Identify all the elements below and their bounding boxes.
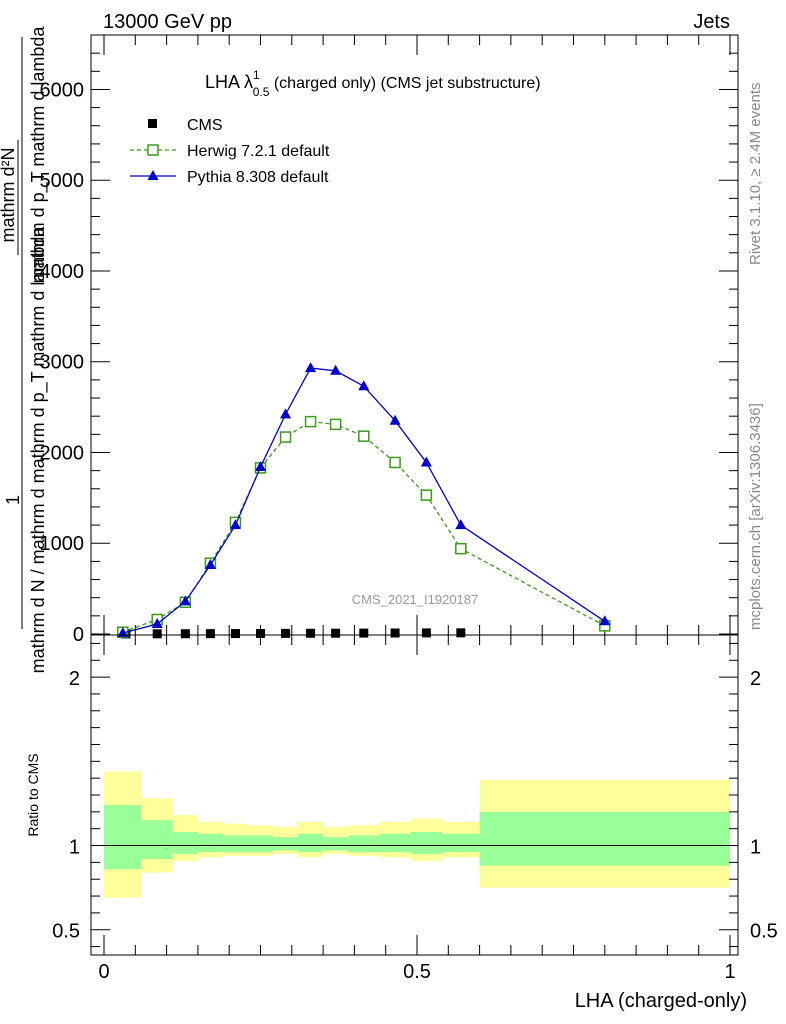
plot-title-rest: (charged only) (CMS jet substructure) bbox=[269, 75, 540, 92]
plot-title-main: LHA λ bbox=[205, 72, 253, 92]
cms-data-point bbox=[256, 628, 265, 638]
pythia-point bbox=[389, 414, 401, 425]
mcplots-label: mcplots.cern.ch [arXiv:1306.3436] bbox=[747, 403, 764, 630]
legend: CMS Herwig 7.2.1 default Pythia 8.308 de… bbox=[130, 117, 330, 186]
main-y-tick-label: 2000 bbox=[40, 442, 85, 464]
cms-data-point bbox=[456, 628, 466, 638]
pythia-point bbox=[151, 618, 163, 629]
ratio-inner-band bbox=[141, 820, 173, 859]
legend-pythia-label: Pythia 8.308 default bbox=[187, 169, 329, 186]
ratio-y-tick-label-right: 2 bbox=[750, 668, 761, 690]
pythia-point bbox=[358, 380, 370, 391]
pythia-point bbox=[455, 519, 467, 530]
cms-data-point bbox=[281, 628, 291, 638]
cms-data-point bbox=[359, 628, 369, 638]
ratio-inner-band bbox=[222, 835, 248, 853]
main-y-axis-label: 1 mathrm d²N mathrm d p_T mathrm d lambd… bbox=[0, 26, 49, 674]
main-y-tick-label: 5000 bbox=[40, 170, 85, 192]
cms-data-point bbox=[180, 629, 190, 639]
rivet-label: Rivet 3.1.10, ≥ 2.4M events bbox=[747, 83, 764, 266]
pythia-point bbox=[599, 615, 611, 626]
ratio-plot-panel: 0.5 0.51 12 2 0 0.5 1 Ratio to CMS LHA (charg… bbox=[25, 634, 778, 1012]
ratio-bands-layer bbox=[104, 771, 730, 898]
ratio-inner-band bbox=[479, 811, 730, 866]
main-y-tick-label: 1000 bbox=[40, 533, 85, 555]
cms-data-point bbox=[306, 628, 316, 638]
pythia-point bbox=[420, 456, 432, 467]
legend-cms-marker bbox=[148, 119, 157, 128]
cms-data-point bbox=[230, 629, 240, 639]
herwig-point bbox=[329, 418, 342, 431]
pythia-point bbox=[255, 461, 266, 472]
ratio-y-tick-label: 0.5 bbox=[52, 921, 80, 943]
plot-title-sup: 1 bbox=[253, 68, 260, 82]
ylabel-main-numerator: mathrm d²N bbox=[0, 147, 18, 242]
cms-data-point bbox=[152, 629, 162, 639]
ratio-inner-band bbox=[298, 833, 324, 853]
ratio-inner-band bbox=[348, 835, 380, 853]
x-tick-label: 0.5 bbox=[403, 961, 431, 983]
ratio-y-tick-label-right: 0.5 bbox=[750, 921, 778, 943]
analysis-watermark: CMS_2021_I1920187 bbox=[352, 592, 479, 607]
main-y-tick-label: 0 bbox=[73, 624, 84, 646]
process-label: Jets bbox=[693, 11, 730, 33]
ratio-inner-band bbox=[410, 832, 443, 854]
x-axis-label: LHA (charged-only) bbox=[575, 990, 747, 1012]
pythia-point bbox=[280, 408, 292, 419]
ratio-y-tick-label: 2 bbox=[69, 668, 80, 690]
ratio-inner-band bbox=[379, 833, 411, 853]
legend-herwig-label: Herwig 7.2.1 default bbox=[187, 143, 330, 160]
herwig-point bbox=[279, 431, 292, 443]
main-y-tick-label: 4000 bbox=[40, 261, 85, 283]
pythia-point bbox=[330, 364, 342, 375]
legend-herwig-marker bbox=[147, 144, 159, 156]
herwig-point bbox=[420, 489, 433, 501]
main-y-ticks: 0 1000 2000 3000 4000 5000 6000 bbox=[40, 52, 738, 646]
main-y-tick-label: 3000 bbox=[40, 352, 85, 374]
ratio-x-ticks: 0 0.5 1 bbox=[98, 635, 736, 983]
ylabel-full-denominator: mathrm d N / mathrm d mathrm d p_T mathr… bbox=[28, 226, 49, 674]
herwig-point bbox=[455, 542, 467, 555]
cms-data-point bbox=[205, 629, 215, 639]
pythia-point bbox=[179, 595, 191, 606]
pythia-point bbox=[204, 559, 216, 570]
legend-cms-label: CMS bbox=[187, 117, 223, 134]
plot-title-sub: 0.5 bbox=[253, 85, 270, 99]
x-tick-label: 0 bbox=[98, 961, 109, 983]
herwig-point bbox=[304, 415, 317, 428]
ratio-y-tick-label-right: 1 bbox=[750, 837, 761, 859]
ratio-y-tick-label: 1 bbox=[69, 837, 80, 859]
pythia-point bbox=[229, 519, 241, 530]
ratio-inner-band bbox=[273, 837, 299, 851]
cms-data-point bbox=[421, 628, 431, 638]
main-y-tick-label: 6000 bbox=[40, 79, 85, 101]
ratio-inner-band bbox=[442, 833, 480, 853]
ratio-inner-band bbox=[247, 835, 274, 853]
energy-label: 13000 GeV pp bbox=[103, 11, 232, 33]
pythia-point bbox=[305, 362, 317, 373]
cms-data-point bbox=[390, 628, 400, 638]
ylabel-numerator: 1 bbox=[3, 495, 23, 505]
ratio-inner-band bbox=[197, 833, 223, 853]
herwig-point bbox=[389, 456, 401, 469]
main-series-layer bbox=[117, 362, 611, 639]
ratio-inner-band bbox=[323, 837, 349, 851]
cms-data-point bbox=[331, 628, 341, 638]
ylabel-main-denominator: mathrm d p_T mathrm d lambda bbox=[28, 26, 49, 284]
plot-title: LHA λ1 0.5 (charged only) (CMS jet substr… bbox=[205, 68, 541, 99]
legend-pythia-marker bbox=[147, 170, 159, 180]
ratio-y-axis-label: Ratio to CMS bbox=[25, 753, 41, 836]
herwig-point bbox=[358, 430, 370, 442]
x-tick-label: 1 bbox=[724, 961, 735, 983]
series-line bbox=[122, 367, 606, 634]
ratio-inner-band bbox=[104, 805, 142, 870]
ratio-inner-band bbox=[172, 832, 198, 854]
